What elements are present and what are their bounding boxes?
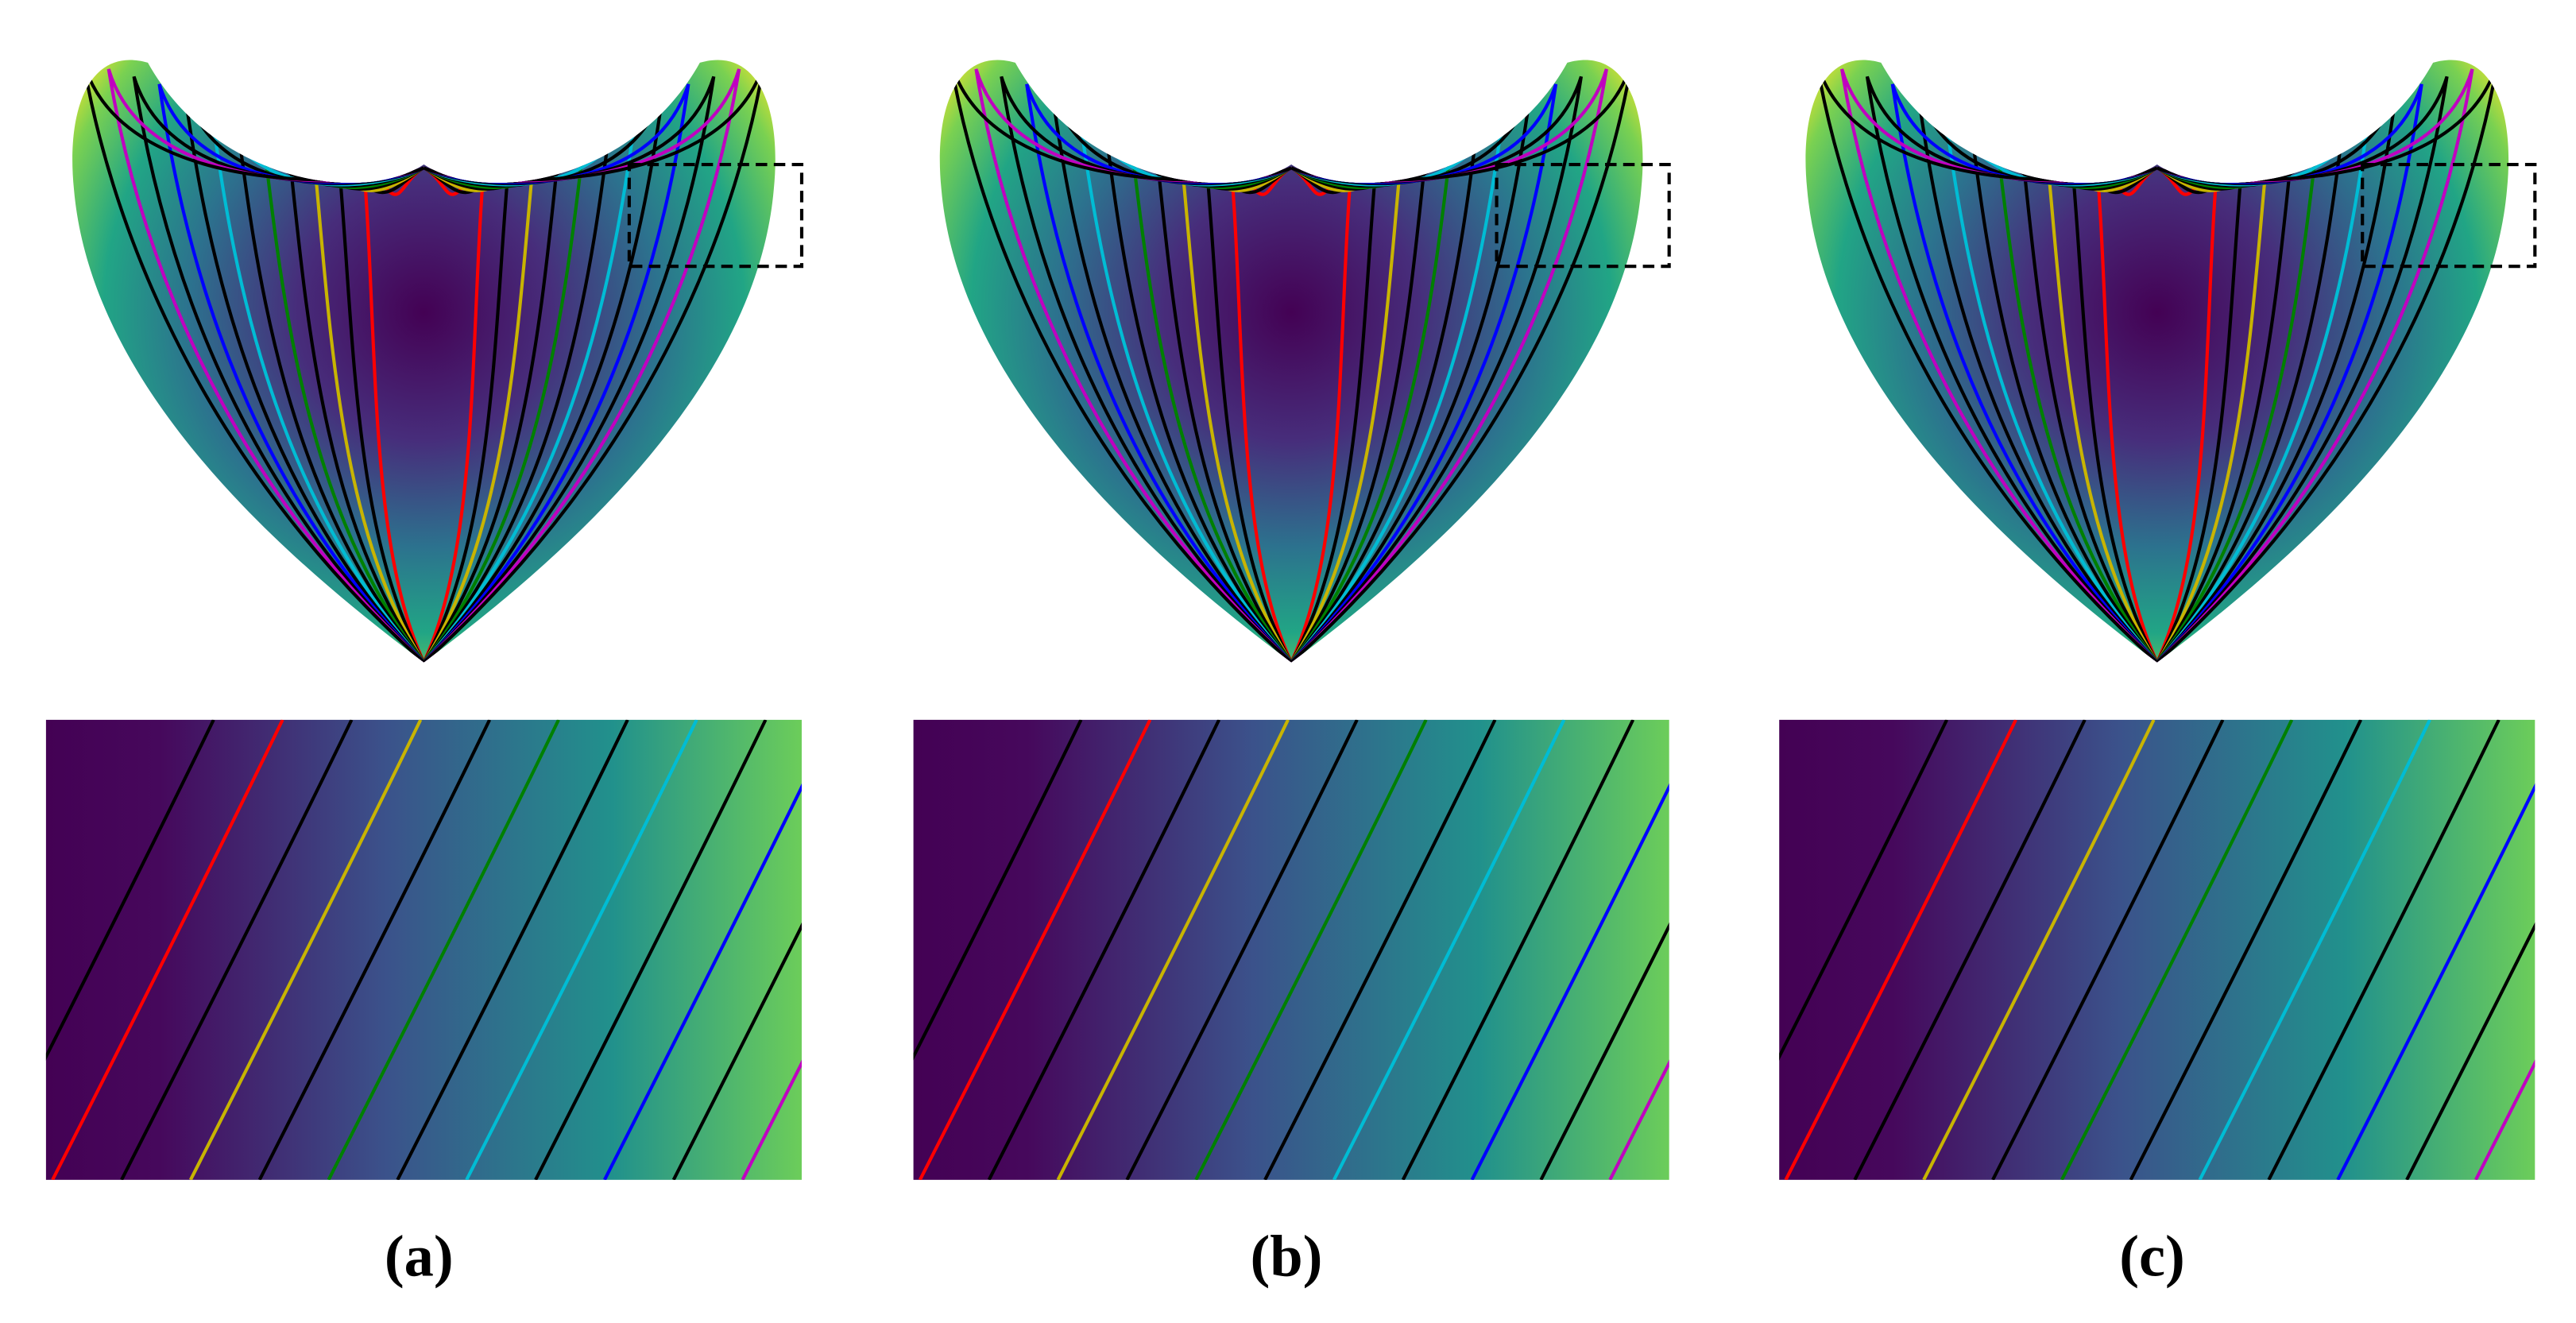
- contour-line: [422, 113, 589, 663]
- zoom-fill: [913, 719, 1669, 1180]
- contour-line: [1177, 128, 1293, 663]
- zoom-line: [396, 719, 629, 1180]
- contour-line: [1202, 136, 1293, 663]
- zoom-line: [1991, 719, 2225, 1180]
- contour-line: [309, 128, 426, 663]
- zoom-line: [1608, 1059, 1669, 1180]
- zoom-line: [327, 719, 560, 1180]
- zoom-plot: [45, 719, 802, 1180]
- zoom-line: [257, 719, 492, 1180]
- zoom-contours: [913, 719, 1669, 1180]
- zoom-line: [1539, 922, 1669, 1180]
- panel-label: (c): [2119, 1224, 2185, 1289]
- heart-plot: [1805, 60, 2537, 663]
- zoom-contours: [1779, 719, 2535, 1180]
- heart-plot: [72, 60, 804, 663]
- contour-line: [422, 121, 564, 663]
- zoom-line: [120, 719, 354, 1180]
- zoom-line: [2474, 1059, 2535, 1180]
- zoom-line: [603, 783, 802, 1180]
- zoom-line: [465, 719, 698, 1180]
- zoom-plot: [1779, 719, 2535, 1180]
- zoom-line: [2405, 922, 2535, 1180]
- contour-line: [1126, 113, 1293, 663]
- zoom-line: [1922, 719, 2156, 1180]
- panel: (c): [1779, 60, 2537, 1289]
- zoom-line: [1470, 783, 1669, 1180]
- zoom-line: [1853, 719, 2087, 1180]
- zoom-line: [1332, 719, 1566, 1180]
- zoom-line: [1125, 719, 1359, 1180]
- zoom-line: [987, 719, 1221, 1180]
- zoom-region: [627, 162, 804, 269]
- zoom-region: [1495, 162, 1671, 269]
- zoom-fill: [1779, 719, 2535, 1180]
- contour-line: [2067, 136, 2159, 663]
- zoom-line: [2267, 719, 2501, 1180]
- zoom-contours: [45, 719, 802, 1180]
- zoom-line: [1401, 719, 1635, 1180]
- zoom-line: [2336, 783, 2535, 1180]
- contour-line: [1290, 143, 1356, 663]
- zoom-line: [1263, 719, 1497, 1180]
- contour-line: [360, 143, 426, 663]
- contour-line: [2017, 121, 2159, 663]
- heart-plot: [939, 60, 1671, 663]
- zoom-line: [671, 922, 802, 1180]
- contour-line: [422, 128, 539, 663]
- zoom-region: [2361, 162, 2537, 269]
- contours: [1815, 60, 2500, 663]
- panel-label: (a): [385, 1224, 454, 1289]
- contour-line: [1290, 113, 1456, 663]
- contour-line: [2156, 113, 2323, 663]
- contour-line: [422, 136, 513, 663]
- zoom-line: [1056, 719, 1290, 1180]
- zoom-line: [2129, 719, 2363, 1180]
- contour-line: [2156, 121, 2297, 663]
- contour-line: [1992, 113, 2159, 663]
- contour-line: [2155, 143, 2221, 663]
- panel: (a): [45, 60, 804, 1289]
- contour-line: [1290, 128, 1406, 663]
- zoom-line: [2198, 719, 2431, 1180]
- contour-line: [1228, 143, 1294, 663]
- panel-label: (b): [1250, 1224, 1322, 1289]
- zoom-line: [51, 719, 284, 1180]
- zoom-fill: [45, 719, 802, 1180]
- contour-line: [1290, 136, 1381, 663]
- zoom-line: [534, 719, 768, 1180]
- contour-line: [335, 136, 426, 663]
- zoom-line: [913, 719, 1083, 1061]
- zoom-line: [1194, 719, 1428, 1180]
- contour-line: [2093, 143, 2159, 663]
- contour-line: [2042, 128, 2159, 663]
- contour-line: [284, 121, 426, 663]
- zoom-plot: [913, 719, 1669, 1180]
- zoom-line: [1784, 719, 2017, 1180]
- panel: (b): [913, 60, 1671, 1289]
- zoom-line: [188, 719, 423, 1180]
- zoom-line: [741, 1059, 802, 1180]
- contour-line: [2156, 128, 2272, 663]
- zoom-line: [919, 719, 1152, 1180]
- contour-line: [422, 143, 488, 663]
- zoom-line: [1779, 719, 1948, 1061]
- contour-line: [1290, 121, 1431, 663]
- contour-line: [1151, 121, 1293, 663]
- contour-line: [2155, 136, 2246, 663]
- contours: [949, 60, 1634, 663]
- zoom-line: [45, 719, 215, 1061]
- contour-line: [258, 113, 426, 663]
- zoom-line: [2060, 719, 2294, 1180]
